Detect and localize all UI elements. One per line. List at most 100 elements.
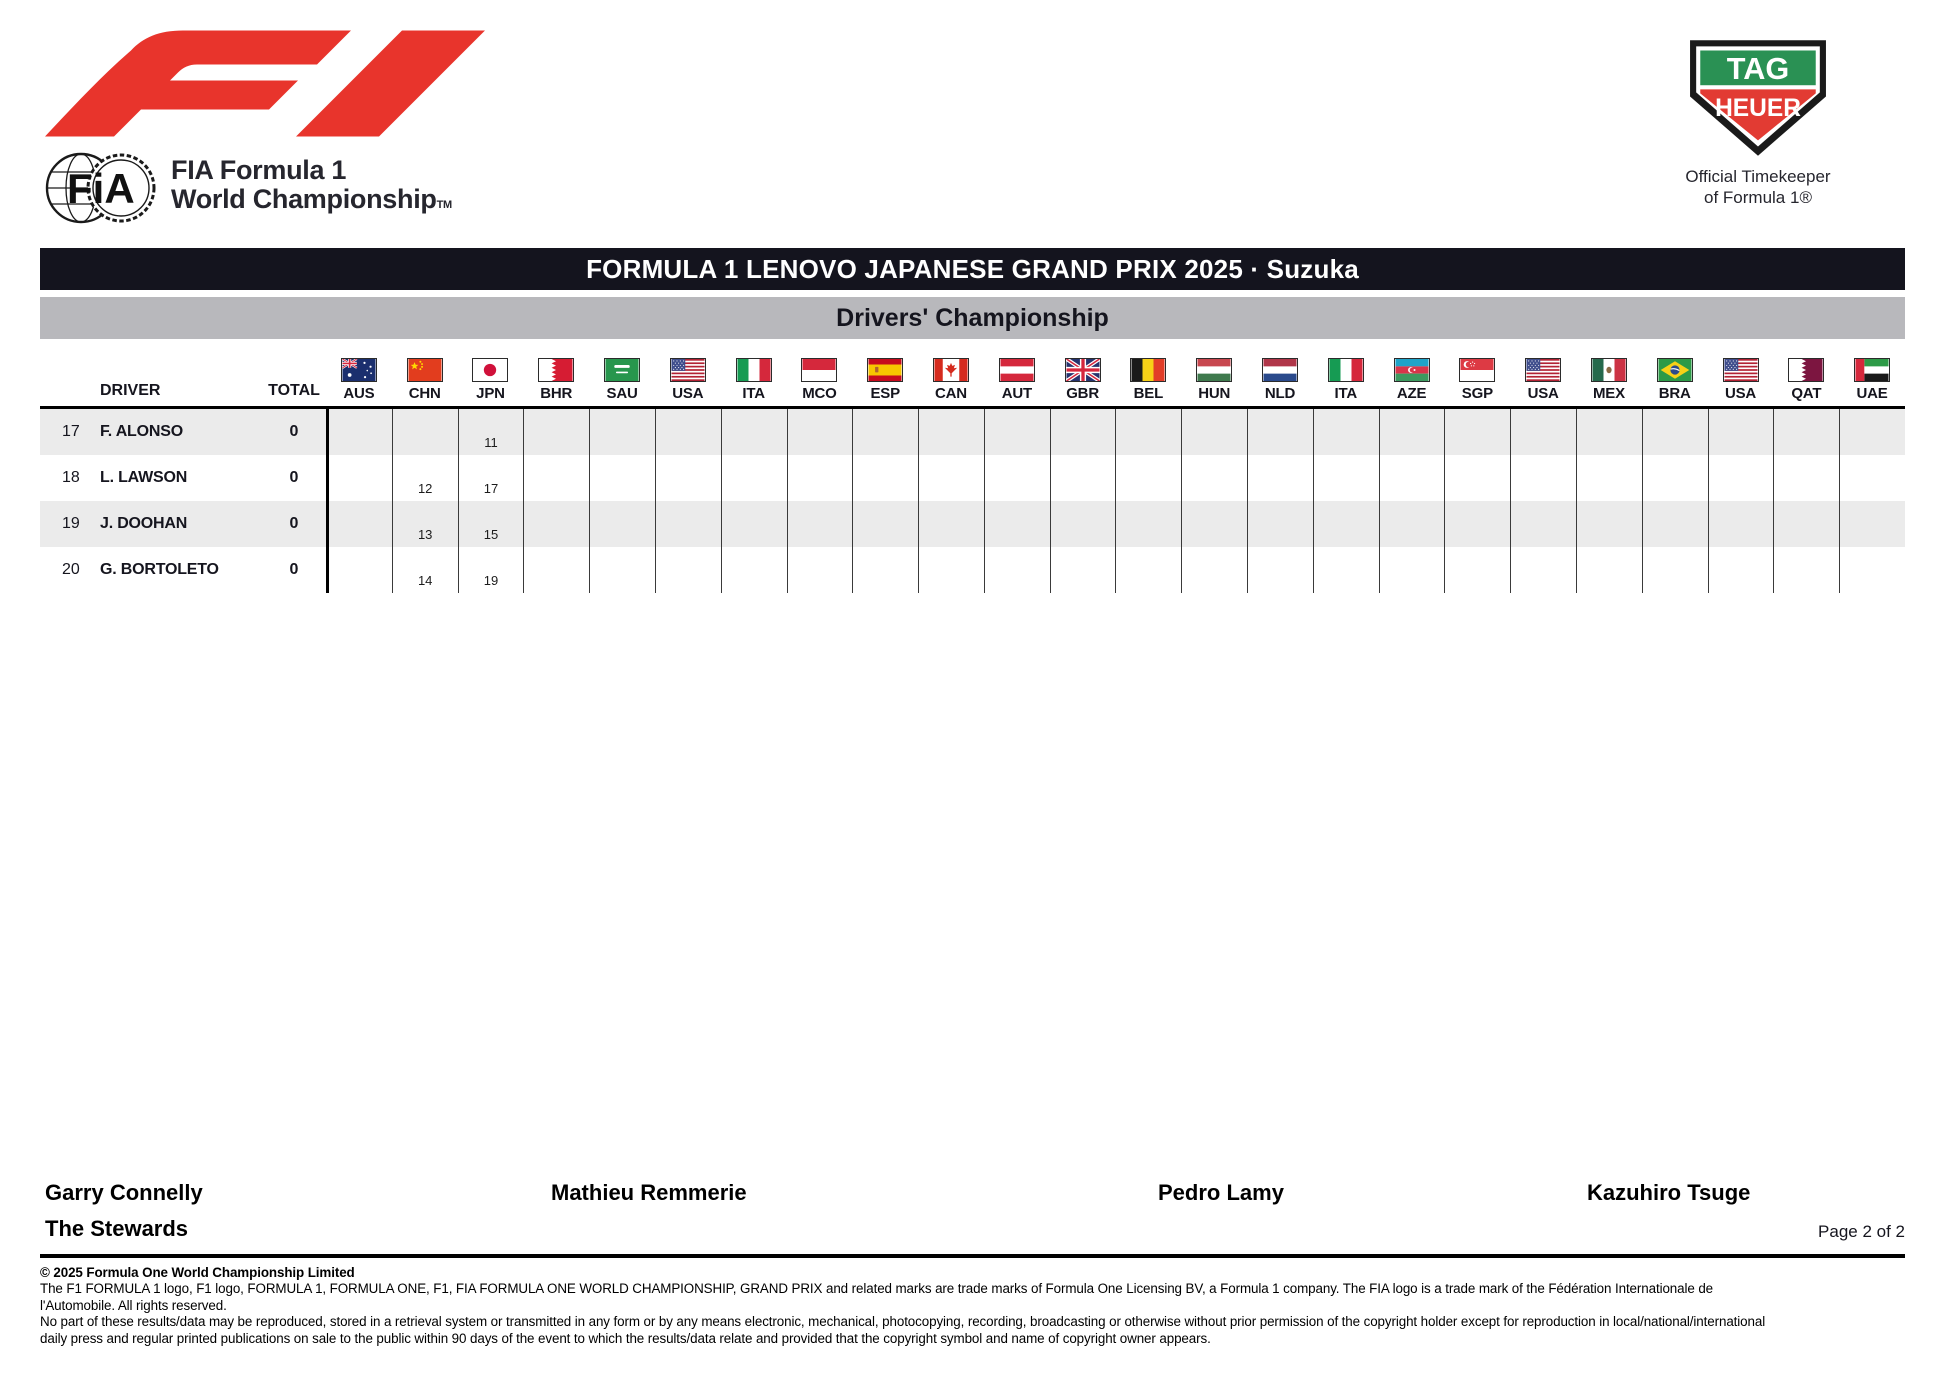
finish-position: 12 — [417, 481, 433, 496]
timekeeper-line2: of Formula 1® — [1704, 188, 1812, 207]
result-cell — [326, 547, 392, 593]
drivers-championship-table: DRIVER TOTAL AUS CHN JPN BHR SAU USA ITA MCO ESP… — [40, 348, 1905, 593]
flag-aus-icon — [340, 358, 377, 382]
timekeeper-caption: Official Timekeeper of Formula 1® — [1638, 166, 1878, 208]
result-cell — [1641, 501, 1708, 547]
result-cell — [589, 501, 655, 547]
result-cell — [654, 409, 721, 455]
result-cell — [654, 455, 721, 501]
race-code-label: USA — [672, 385, 704, 402]
result-cell — [1576, 501, 1642, 547]
result-cell — [1181, 409, 1247, 455]
flag-usa-icon — [1722, 358, 1759, 382]
result-cell: 19 — [457, 547, 524, 593]
fia-monogram: FiA — [67, 165, 135, 212]
race-code-label: BHR — [540, 385, 573, 402]
table-header-row: DRIVER TOTAL AUS CHN JPN BHR SAU USA ITA MCO ESP… — [40, 348, 1905, 409]
race-column-header-4: SAU — [589, 348, 655, 406]
race-column-header-0: AUS — [326, 348, 392, 406]
footer-divider — [40, 1254, 1905, 1258]
flag-hun-icon — [1196, 358, 1233, 382]
driver-name: F. ALONSO — [100, 423, 183, 440]
result-cell — [1049, 547, 1116, 593]
result-cell — [786, 455, 853, 501]
race-code-label: ESP — [870, 385, 901, 402]
race-column-header-11: GBR — [1050, 348, 1116, 406]
result-cell — [654, 501, 721, 547]
flag-bel-icon — [1130, 358, 1167, 382]
result-cell — [523, 547, 589, 593]
race-code-label: QAT — [1791, 385, 1822, 402]
legal-line-4: daily press and regular printed publicat… — [40, 1330, 1211, 1346]
race-column-header-23: UAE — [1839, 348, 1905, 406]
result-cell — [1115, 455, 1181, 501]
result-cell — [1641, 409, 1708, 455]
flag-bra-icon — [1656, 358, 1693, 382]
race-column-header-12: BEL — [1115, 348, 1181, 406]
result-cell: 11 — [457, 409, 524, 455]
race-column-header-18: USA — [1510, 348, 1576, 406]
result-cell — [1707, 409, 1774, 455]
driver-name: G. BORTOLETO — [100, 561, 219, 578]
race-code-label: AUT — [1001, 385, 1032, 402]
result-cell — [1510, 409, 1576, 455]
race-code-label: USA — [1527, 385, 1559, 402]
driver-cell: 19 J. DOOHAN — [40, 501, 262, 547]
flag-esp-icon — [867, 358, 904, 382]
page-number: Page 2 of 2 — [1818, 1222, 1905, 1241]
race-column-header-20: BRA — [1642, 348, 1708, 406]
result-cell — [1773, 455, 1839, 501]
result-cell — [1049, 501, 1116, 547]
result-cell — [1839, 547, 1905, 593]
result-cell — [1247, 547, 1313, 593]
result-cell — [1576, 547, 1642, 593]
race-code-label: AUS — [343, 385, 375, 402]
event-title-bar: FORMULA 1 LENOVO JAPANESE GRAND PRIX 202… — [40, 248, 1905, 290]
result-cell — [1444, 409, 1510, 455]
result-cell — [1378, 409, 1445, 455]
race-code-label: MCO — [802, 385, 837, 402]
legal-text: © 2025 Formula One World Championship Li… — [40, 1265, 1920, 1347]
result-cell — [1510, 455, 1576, 501]
result-cell — [720, 455, 787, 501]
result-cell — [983, 547, 1050, 593]
flag-chn-icon — [406, 358, 443, 382]
race-column-header-22: QAT — [1773, 348, 1839, 406]
race-column-header-3: BHR — [523, 348, 589, 406]
total-points: 0 — [289, 515, 299, 532]
flag-jpn-icon — [472, 358, 509, 382]
result-cell — [1378, 501, 1445, 547]
result-cell — [720, 547, 787, 593]
race-column-header-17: SGP — [1444, 348, 1510, 406]
flag-gbr-icon — [1064, 358, 1101, 382]
result-cell — [1115, 501, 1181, 547]
flag-aut-icon — [998, 358, 1035, 382]
result-cell — [1181, 547, 1247, 593]
result-cell — [852, 501, 918, 547]
race-column-header-9: CAN — [918, 348, 984, 406]
result-cell — [786, 501, 853, 547]
result-cell — [1181, 455, 1247, 501]
race-column-header-15: ITA — [1313, 348, 1379, 406]
result-cell — [983, 455, 1050, 501]
result-cell — [523, 409, 589, 455]
race-code-label: UAE — [1856, 385, 1888, 402]
fia-block: FiA FIA Formula 1 World ChampionshipTM — [45, 150, 452, 226]
flag-nld-icon — [1261, 358, 1298, 382]
race-code-label: USA — [1724, 385, 1757, 402]
result-cell — [983, 409, 1050, 455]
result-cell — [589, 409, 655, 455]
result-cell — [326, 455, 392, 501]
result-cell — [720, 409, 787, 455]
flag-ita-icon — [1327, 358, 1364, 382]
flag-sau-icon — [604, 358, 641, 382]
timekeeper-line1: Official Timekeeper — [1685, 167, 1831, 186]
result-cell — [1049, 409, 1116, 455]
race-column-header-1: CHN — [392, 348, 458, 406]
race-column-header-10: AUT — [984, 348, 1050, 406]
result-cell — [523, 501, 589, 547]
race-code-label: JPN — [476, 385, 505, 402]
result-cell — [852, 547, 918, 593]
result-cell — [918, 501, 984, 547]
finish-position: 13 — [417, 527, 433, 542]
